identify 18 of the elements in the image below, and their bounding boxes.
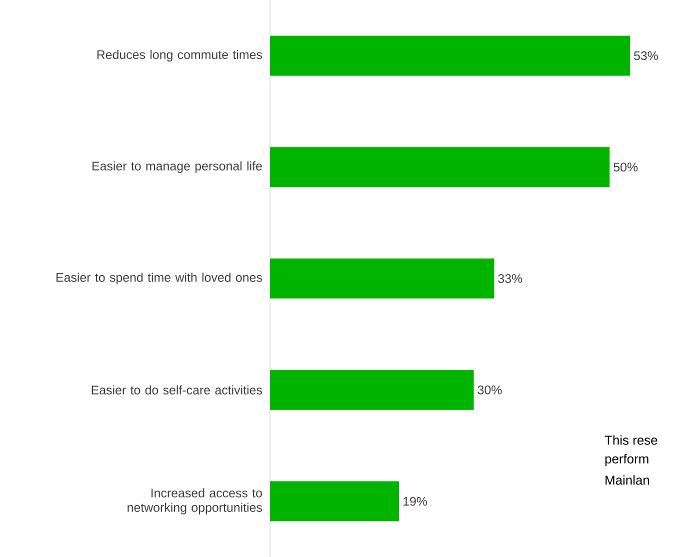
data-label: 30% xyxy=(478,386,502,394)
y-tick-label: Easier to spend time with loved ones xyxy=(56,272,262,284)
y-tick-label: Increased access to networking opportunities xyxy=(128,488,262,514)
data-label: 53% xyxy=(634,51,658,60)
bar xyxy=(270,258,494,299)
data-label: 33% xyxy=(498,274,522,283)
y-tick-label: Easier to do self-care activities xyxy=(92,385,262,394)
annotation: perform xyxy=(605,454,648,466)
bar xyxy=(270,36,630,76)
y-tick-label: Reduces long commute times xyxy=(97,50,262,62)
annotation: Mainlan xyxy=(606,475,650,485)
data-label: 50% xyxy=(614,162,638,172)
annotation: This rese xyxy=(604,435,658,445)
bar xyxy=(270,370,474,410)
y-tick-label: Easier to manage personal life xyxy=(92,161,262,173)
data-label: 19% xyxy=(404,496,428,506)
bar xyxy=(270,147,610,188)
bar xyxy=(270,481,400,522)
